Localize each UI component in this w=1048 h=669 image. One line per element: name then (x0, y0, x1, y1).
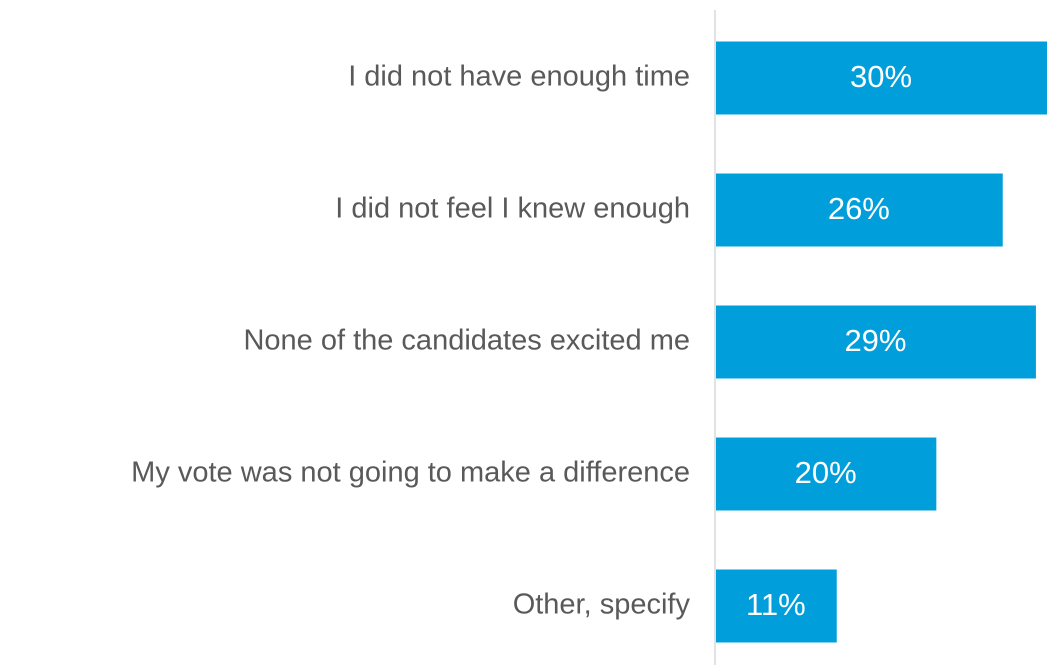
value-label: 26% (828, 191, 890, 226)
bar (716, 305, 1036, 379)
value-label: 11% (746, 587, 806, 622)
value-label: 29% (844, 323, 906, 358)
bar (716, 437, 937, 511)
category-label: I did not have enough time (348, 61, 690, 93)
bar (716, 569, 837, 643)
value-label: 20% (795, 455, 857, 490)
value-label: 30% (850, 59, 912, 94)
category-label: I did not feel I knew enough (335, 193, 690, 225)
category-label: My vote was not going to make a differen… (131, 457, 690, 489)
category-label: None of the candidates excited me (243, 325, 690, 357)
bar (716, 41, 1047, 115)
category-label: Other, specify (513, 589, 691, 621)
bar (716, 173, 1003, 247)
